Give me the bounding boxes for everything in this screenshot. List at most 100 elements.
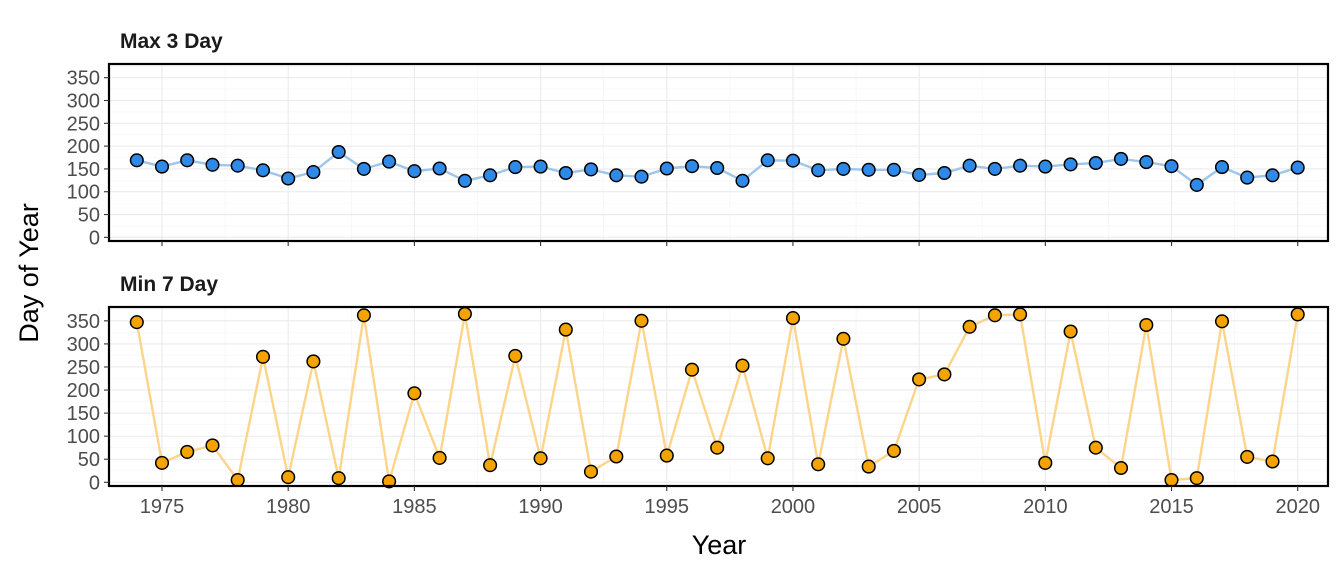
data-point — [1013, 158, 1028, 173]
y-axis-title: Day of Year — [14, 203, 44, 343]
data-point — [836, 161, 851, 176]
data-point — [836, 331, 851, 346]
data-point — [937, 165, 952, 181]
data-point — [583, 464, 599, 479]
x-tick-label: 1980 — [266, 496, 311, 518]
data-point — [508, 160, 523, 175]
x-tick-label: 1990 — [518, 496, 563, 518]
data-point — [129, 153, 144, 168]
x-tick-label: 1975 — [140, 496, 185, 518]
x-tick-label: 2020 — [1275, 496, 1320, 518]
data-point — [1038, 159, 1053, 174]
y-tick-label: 300 — [67, 90, 100, 112]
data-point — [382, 474, 397, 489]
data-point — [1189, 177, 1204, 192]
y-tick-label: 100 — [67, 426, 100, 448]
data-point — [1113, 151, 1129, 166]
data-point — [1063, 324, 1078, 339]
data-point — [457, 306, 472, 321]
data-point — [609, 449, 624, 464]
y-tick-label: 250 — [67, 113, 100, 135]
data-point — [811, 163, 826, 178]
data-point — [1290, 307, 1305, 322]
data-point — [962, 319, 977, 334]
data-point — [533, 451, 548, 466]
data-point — [255, 163, 271, 178]
data-point — [255, 349, 271, 364]
data-point — [1164, 472, 1179, 488]
data-point — [659, 161, 674, 176]
panel-border — [107, 62, 1330, 243]
data-point — [533, 159, 548, 174]
data-point — [432, 450, 447, 465]
y-tick-label: 300 — [67, 334, 100, 356]
data-point — [1113, 460, 1129, 476]
y-tick-label: 150 — [67, 403, 100, 425]
y-tick-label: 350 — [67, 311, 100, 333]
x-axis: 1975 1980 1985 1990 1995 2000 2005 2010 2015 2020 — [140, 486, 1320, 518]
data-point — [1088, 440, 1103, 455]
data-point — [407, 164, 422, 179]
data-point — [129, 315, 144, 330]
data-point — [912, 167, 927, 182]
data-point — [180, 153, 195, 168]
data-point — [1240, 170, 1255, 185]
data-point — [710, 440, 725, 455]
data-point — [407, 386, 422, 401]
data-point — [154, 455, 170, 470]
data-point — [735, 173, 750, 188]
panel-border — [107, 305, 1330, 488]
data-point — [558, 165, 573, 181]
data-point — [886, 443, 901, 458]
y-tick-label: 100 — [67, 182, 100, 204]
data-point — [457, 173, 472, 188]
data-point — [1265, 454, 1280, 469]
y-tick-label: 350 — [67, 68, 100, 90]
data-point — [1038, 455, 1053, 470]
facet-title-min-7-day: Min 7 Day — [120, 273, 218, 296]
data-point — [987, 308, 1002, 323]
data-point — [281, 171, 296, 186]
panel-max-3-day — [98, 62, 1330, 243]
facet-title-max-3-day: Max 3 Day — [120, 30, 223, 53]
data-point — [684, 362, 700, 377]
data-point — [1088, 155, 1103, 171]
y-tick-label: 0 — [89, 227, 100, 249]
data-point — [483, 168, 498, 183]
data-point — [508, 348, 523, 363]
data-point — [230, 158, 245, 173]
series-line — [135, 312, 1299, 483]
data-point — [558, 322, 573, 337]
x-tick-label: 2010 — [1023, 496, 1068, 518]
data-point — [1189, 471, 1204, 486]
data-point — [230, 472, 245, 488]
y-tick-label: 200 — [67, 380, 100, 402]
data-point — [634, 169, 649, 184]
data-point — [987, 161, 1002, 176]
x-axis-title: Year — [692, 530, 747, 560]
data-point — [583, 162, 599, 177]
x-tick-label: 1995 — [645, 496, 690, 518]
data-point — [684, 159, 700, 174]
data-point — [1013, 307, 1028, 322]
data-point — [886, 162, 901, 177]
data-point — [659, 448, 674, 463]
data-point — [1063, 157, 1078, 172]
data-point — [205, 438, 220, 453]
data-point — [1265, 168, 1280, 183]
data-point — [760, 451, 775, 466]
x-tick-label: 1985 — [392, 496, 437, 518]
data-point — [1214, 160, 1230, 175]
data-point — [634, 313, 649, 328]
data-point — [1290, 160, 1305, 175]
data-point — [432, 161, 447, 176]
data-point — [154, 159, 170, 174]
data-point — [735, 358, 750, 373]
data-point — [785, 153, 801, 168]
x-tick-label: 2005 — [897, 496, 942, 518]
panel-min-7-day — [98, 305, 1330, 489]
data-point — [811, 457, 826, 472]
